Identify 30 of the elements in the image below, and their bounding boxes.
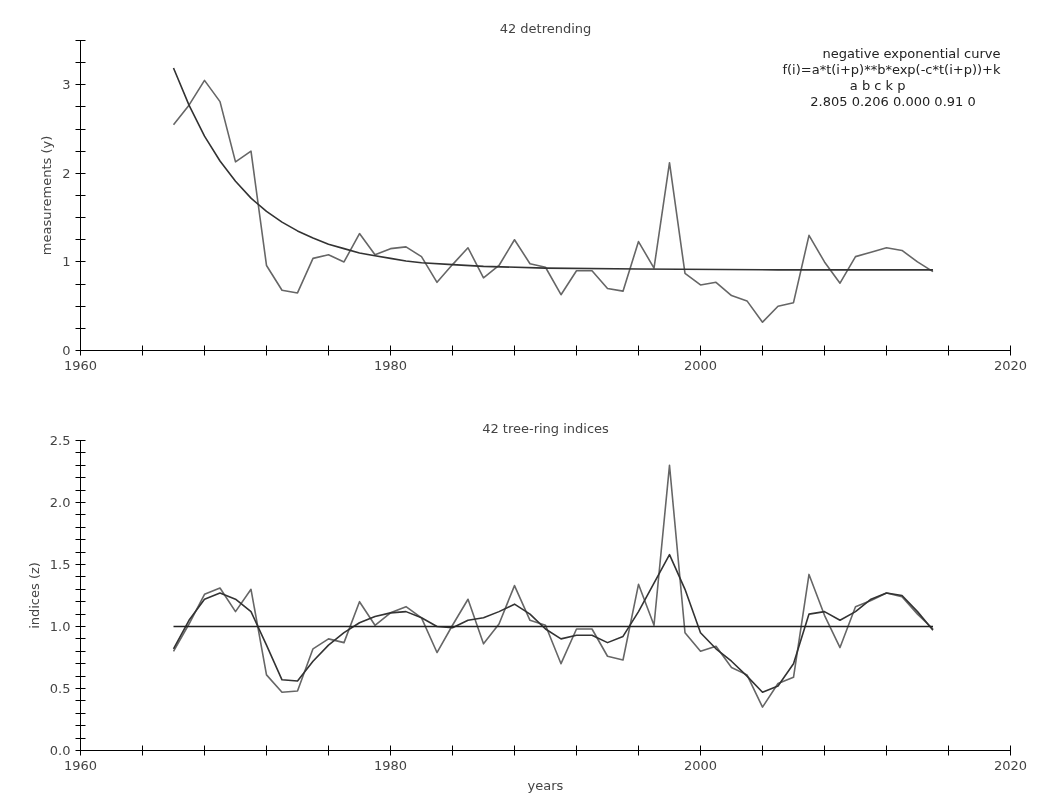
annotation: f(i)=a*t(i+p)**b*exp(-c*t(i+p))+k [782,61,1001,77]
y-tick-label: 3 [62,77,71,93]
annotation: a b c k p [849,77,906,93]
x-tick-label: 2000 [683,357,718,373]
y-tick-label: 1.0 [49,619,71,634]
x-axis-title: years [527,777,564,793]
y-tick-label: 2 [62,165,71,181]
x-tick-label: 1960 [63,757,98,773]
line-series [172,553,934,694]
y-tick-label: 1 [62,254,71,270]
x-tick-label: 1980 [373,357,408,373]
x-tick-label: 2000 [683,757,718,773]
y-tick-label: 0.5 [49,681,71,696]
annotation: 2.805 0.206 0.000 0.91 0 [810,93,976,109]
y-tick-label: 0.0 [49,743,71,758]
annotation: negative exponential curve [822,45,1001,61]
chart-title: 42 tree-ring indices [482,420,610,436]
x-tick-label: 1980 [373,757,408,773]
y-axis-title: indices (z) [26,562,42,629]
y-tick-label: 2.5 [49,433,71,448]
y-tick-label: 1.5 [49,557,71,572]
y-tick-label: 0 [62,343,71,358]
x-tick-label: 1960 [63,357,98,373]
y-tick-label: 2.0 [49,495,71,510]
x-tick-label: 2020 [993,757,1028,773]
line-series [172,79,934,323]
line-series [172,464,934,708]
chart-title: 42 detrending [499,20,592,36]
x-tick-label: 2020 [993,357,1028,373]
y-axis-title: measurements (y) [39,135,55,256]
